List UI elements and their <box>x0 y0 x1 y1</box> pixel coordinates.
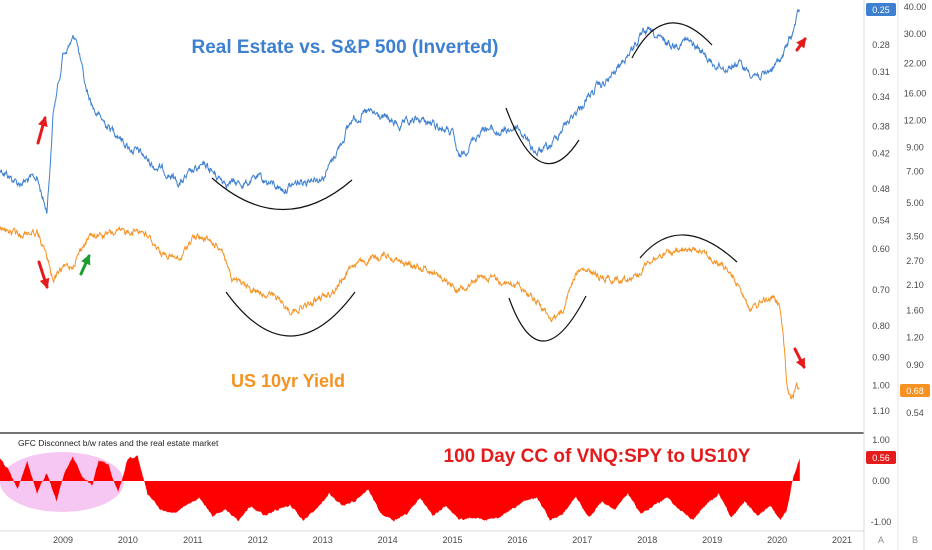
cc-area <box>0 455 800 522</box>
x-tick: 2011 <box>183 535 202 545</box>
y-tick-indicator: -1.00 <box>871 517 892 527</box>
annotation-arc[interactable] <box>508 295 587 342</box>
annotation-arrow[interactable] <box>36 116 48 145</box>
y-tick-primary: 1.00 <box>872 381 890 391</box>
y-tick-secondary: 40.00 <box>904 2 927 12</box>
y-tick-secondary: 7.00 <box>906 166 924 176</box>
y-tick-secondary: 12.00 <box>904 116 927 126</box>
annotation-arrow[interactable] <box>37 260 50 289</box>
gfc-highlight-ellipse <box>0 452 124 512</box>
x-tick: 2012 <box>248 535 268 545</box>
x-tick: 2018 <box>637 535 657 545</box>
x-tick: 2015 <box>442 535 462 545</box>
y-tick-primary: 0.48 <box>872 184 890 194</box>
y-tick-secondary: 16.00 <box>904 88 927 98</box>
annotation-arc[interactable] <box>505 107 580 165</box>
y-tick-primary: 0.38 <box>872 122 890 132</box>
annotation-arc[interactable] <box>631 22 713 59</box>
us10y-last-value-badge <box>900 384 930 397</box>
indicator-subtitle: GFC Disconnect b/w rates and the real es… <box>18 438 219 448</box>
y-tick-indicator: 1.00 <box>872 435 890 445</box>
vnq-last-value: 0.25 <box>872 5 890 15</box>
scale-button-a[interactable]: A <box>878 535 884 545</box>
x-tick: 2013 <box>313 535 333 545</box>
cc-last-value: 0.56 <box>872 453 890 463</box>
y-tick-secondary: 2.10 <box>906 280 924 290</box>
vnq-last-value-badge <box>866 3 896 16</box>
annotation-arrow[interactable] <box>793 347 806 369</box>
y-tick-primary: 0.42 <box>872 149 890 159</box>
cc-last-value-badge <box>866 451 896 464</box>
indicator-title: 100 Day CC of VNQ:SPY to US10Y <box>444 446 751 467</box>
x-tick: 2020 <box>767 535 787 545</box>
annotation-arc[interactable] <box>211 177 353 211</box>
series-line-us10y <box>0 225 800 400</box>
y-tick-primary: 0.54 <box>872 216 890 226</box>
y-tick-secondary: 1.20 <box>906 333 924 343</box>
main-pane <box>0 0 864 432</box>
y-tick-secondary: 1.60 <box>906 306 924 316</box>
x-tick: 2017 <box>572 535 592 545</box>
chart-title: Real Estate vs. S&P 500 (Inverted) <box>192 37 499 58</box>
us10y-label: US 10yr Yield <box>231 371 345 391</box>
y-tick-secondary: 5.00 <box>906 198 924 208</box>
annotation-arrow[interactable] <box>79 254 91 276</box>
x-tick: 2019 <box>702 535 722 545</box>
y-tick-secondary: 22.00 <box>904 58 927 68</box>
y-tick-primary: 0.90 <box>872 352 890 362</box>
y-tick-secondary: 2.70 <box>906 256 924 266</box>
x-tick: 2016 <box>507 535 527 545</box>
annotation-arrow[interactable] <box>795 37 807 52</box>
y-tick-primary: 0.28 <box>872 40 890 50</box>
annotation-arc[interactable] <box>639 234 738 263</box>
y-tick-primary: 0.80 <box>872 321 890 331</box>
series-line-vnq-spy <box>0 9 800 214</box>
y-tick-indicator: 0.00 <box>872 476 890 486</box>
x-tick: 2014 <box>378 535 398 545</box>
y-tick-secondary: 0.90 <box>906 360 924 370</box>
x-tick: 2010 <box>118 535 138 545</box>
y-tick-primary: 0.34 <box>872 92 890 102</box>
y-tick-primary: 0.31 <box>872 67 890 77</box>
y-tick-secondary: 9.00 <box>906 143 924 153</box>
x-tick: 2009 <box>53 535 73 545</box>
y-tick-secondary: 3.50 <box>906 232 924 242</box>
us10y-last-value: 0.68 <box>906 386 924 396</box>
y-tick-primary: 0.70 <box>872 285 890 295</box>
y-tick-secondary: 30.00 <box>904 29 927 39</box>
y-tick-primary: 1.10 <box>872 406 890 416</box>
y-tick-secondary: 0.54 <box>906 408 924 418</box>
annotation-arc[interactable] <box>225 291 356 337</box>
scale-button-b[interactable]: B <box>912 535 918 545</box>
y-tick-primary: 0.60 <box>872 244 890 254</box>
x-tick: 2021 <box>832 535 852 545</box>
